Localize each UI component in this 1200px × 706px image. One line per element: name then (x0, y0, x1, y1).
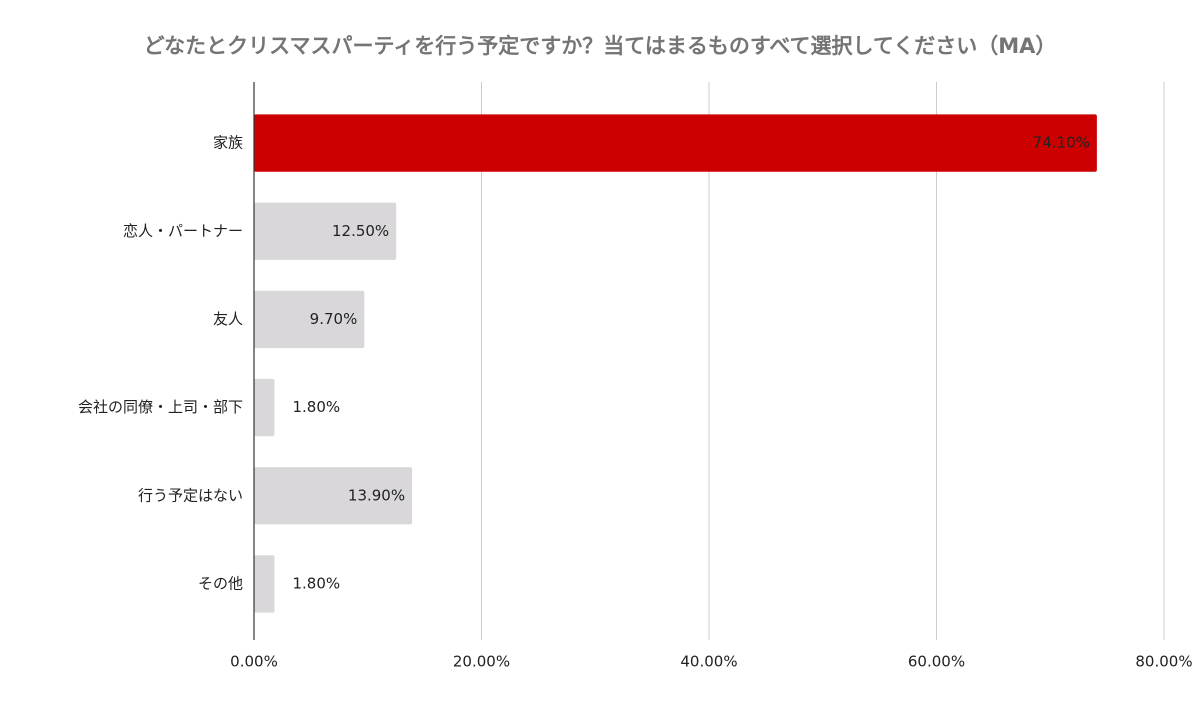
x-tick-label: 0.00% (230, 653, 278, 671)
category-label: 会社の同僚・上司・部下 (78, 398, 243, 416)
value-label: 1.80% (292, 574, 340, 592)
bar (254, 555, 275, 613)
x-tick-label: 60.00% (908, 653, 965, 671)
category-label: 家族 (213, 134, 243, 152)
category-label: 友人 (213, 310, 243, 328)
bar (254, 290, 365, 349)
category-label: 行う予定はない (138, 486, 243, 504)
value-label: 13.90% (348, 486, 405, 504)
bar (254, 467, 413, 525)
value-label: 1.80% (292, 398, 340, 416)
value-label: 12.50% (332, 222, 389, 240)
x-tick-label: 20.00% (453, 653, 510, 671)
bar (254, 202, 397, 260)
value-label: 74.10% (1033, 134, 1090, 152)
bar (254, 114, 1097, 172)
chart-title: どなたとクリスマスパーティを行う予定ですか？当てはまるものすべて選択してください… (144, 34, 1057, 58)
bar (254, 378, 275, 437)
category-label: その他 (198, 574, 243, 592)
x-tick-label: 40.00% (680, 653, 737, 671)
category-label: 恋人・パートナー (123, 222, 243, 240)
x-tick-label: 80.00% (1135, 653, 1192, 671)
value-label: 9.70% (310, 310, 358, 328)
